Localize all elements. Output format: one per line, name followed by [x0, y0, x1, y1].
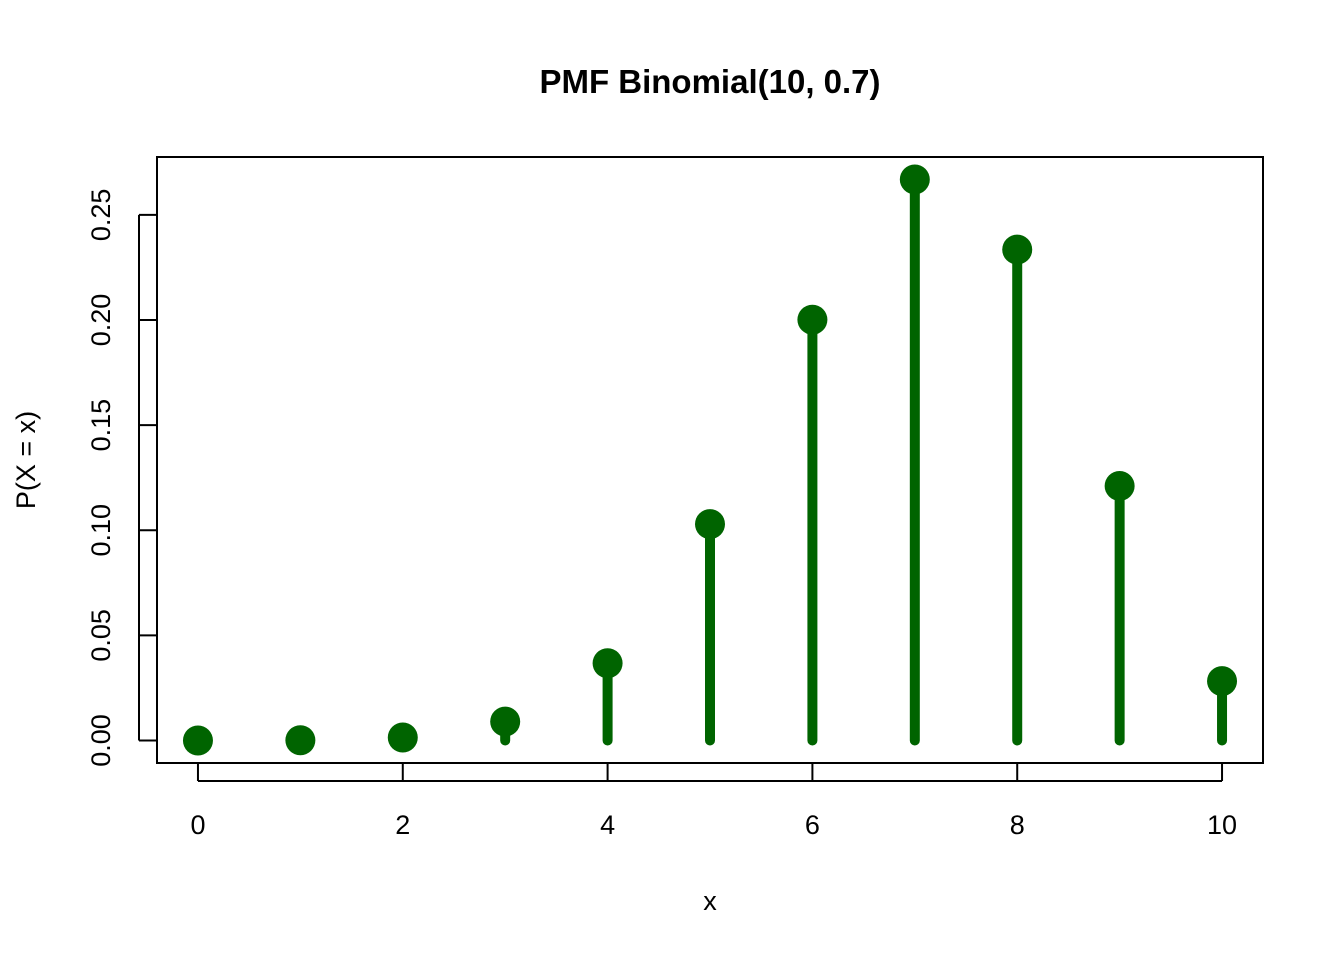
- y-tick-label: 0.10: [86, 504, 116, 557]
- point-0: [182, 725, 213, 756]
- data-marks: [182, 164, 1238, 756]
- point-3: [490, 706, 521, 737]
- point-5: [695, 509, 725, 540]
- point-7: [899, 164, 930, 195]
- x-tick-label: 6: [805, 810, 820, 840]
- x-tick-label: 4: [600, 810, 615, 840]
- y-axis-label: P(X = x): [11, 411, 41, 509]
- x-tick-label: 8: [1010, 810, 1025, 840]
- y-axis: 0.00 0.05 0.10 0.15 0.20 0.25: [86, 189, 157, 767]
- y-tick-label: 0.05: [86, 609, 116, 662]
- point-4: [592, 648, 623, 679]
- point-10: [1207, 666, 1238, 697]
- point-2: [387, 722, 418, 753]
- point-9: [1104, 470, 1135, 501]
- y-tick-label: 0.20: [86, 294, 116, 347]
- point-8: [1002, 234, 1033, 265]
- point-6: [797, 304, 828, 335]
- x-tick-label: 0: [190, 810, 205, 840]
- plot-frame: [156, 156, 1264, 764]
- chart-title: PMF Binomial(10, 0.7): [539, 63, 880, 100]
- x-axis: 0 2 4 6 8 10: [190, 763, 1237, 840]
- y-tick-label: 0.00: [86, 714, 116, 767]
- x-tick-label: 2: [395, 810, 410, 840]
- y-tick-label: 0.25: [86, 189, 116, 242]
- x-axis-label: x: [703, 886, 717, 916]
- x-tick-label: 10: [1207, 810, 1237, 840]
- point-1: [285, 725, 316, 756]
- y-tick-label: 0.15: [86, 399, 116, 452]
